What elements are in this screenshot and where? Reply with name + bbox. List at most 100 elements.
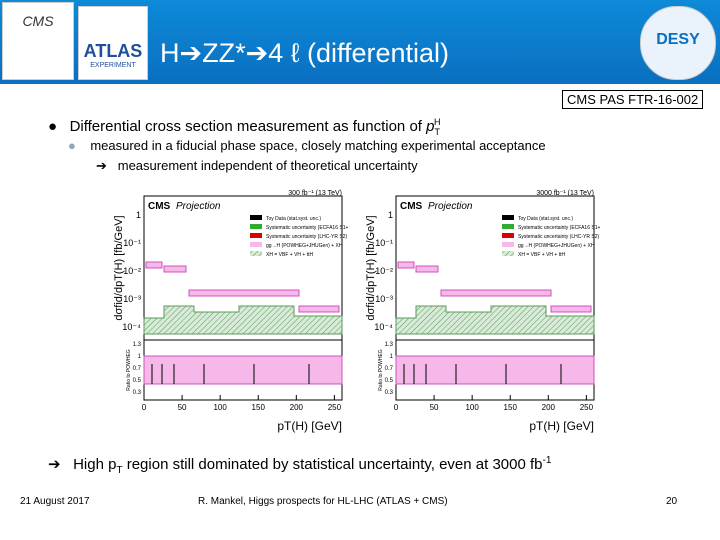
- ratio-tick-label: 1: [138, 354, 142, 360]
- cms-logo: CMS: [2, 2, 74, 80]
- x-tick-label: 0: [142, 403, 147, 412]
- bullet-text: High p: [73, 456, 117, 473]
- legend-entry: Systematic uncertainty (ECFA16 S1+): [266, 225, 348, 231]
- bullet-text: region still dominated by statistical un…: [122, 456, 543, 473]
- sup: -1: [542, 455, 552, 466]
- footer-date: 21 August 2017: [20, 496, 90, 507]
- plot: CMS Projection 3000 fb⁻¹ (13 TeV) Toy Data …: [365, 190, 600, 433]
- legend-swatch: [250, 224, 262, 229]
- pink-bin: [415, 265, 439, 273]
- pink-bin: [145, 261, 163, 269]
- ratio-tick-label: 0.3: [385, 390, 394, 396]
- prediction-band: [395, 305, 595, 335]
- legend-entry: Toy Data (stat.syst. unc.): [518, 216, 573, 222]
- y-axis-label: dσfid/dpT(H) [fb/GeV]: [113, 215, 125, 320]
- y-axis-label: dσfid/dpT(H) [fb/GeV]: [365, 215, 377, 320]
- x-tick-label: 100: [213, 403, 227, 412]
- lumi: 300 fb⁻¹ (13 TeV): [288, 190, 342, 197]
- legend-swatch: [502, 224, 514, 229]
- legend-entry: XH = VBF + VH + ttH: [518, 252, 565, 258]
- y-tick-label: 10⁻¹: [375, 238, 393, 248]
- sub: T: [116, 465, 123, 476]
- projection: Projection: [176, 201, 221, 212]
- y-tick-label: 10⁻⁴: [374, 322, 393, 332]
- ratio-label: Ratio to POWHEG: [378, 349, 384, 391]
- pink-bin: [188, 289, 300, 297]
- logo-text: EXPERIMENT: [90, 62, 136, 69]
- logo-text: ATLAS: [83, 41, 143, 61]
- bullet-text: measured in a fiducial phase space, clos…: [90, 138, 546, 153]
- ratio-tick-label: 0.7: [385, 366, 394, 372]
- ratio-tick-label: 0.7: [133, 366, 142, 372]
- x-tick-label: 250: [328, 403, 342, 412]
- x-tick-label: 150: [504, 403, 518, 412]
- frame: [143, 195, 343, 401]
- legend-swatch: [250, 251, 262, 256]
- legend-entry: Systematic uncertainty (LHC-YR S2): [266, 234, 347, 240]
- footer-page: 20: [666, 496, 678, 507]
- ratio-tick-label: 0.5: [385, 378, 394, 384]
- ratio-label: Ratio to POWHEG: [126, 349, 132, 391]
- desy-logo: DESY: [640, 6, 716, 80]
- pink-bin: [440, 289, 552, 297]
- sub: T: [434, 127, 440, 137]
- y-tick-label: 1: [136, 210, 141, 220]
- y-tick-label: 10⁻²: [375, 266, 393, 276]
- x-tick-label: 100: [465, 403, 479, 412]
- pink-bin: [550, 305, 592, 313]
- legend-entry: gg→H (POWHEG+JHUGen) + XH: [518, 243, 595, 249]
- legend-swatch: [250, 215, 262, 220]
- logo-text: CMS: [22, 13, 54, 29]
- y-tick-label: 10⁻¹: [123, 238, 141, 248]
- legend-swatch: [250, 242, 262, 247]
- y-tick-label: 10⁻²: [123, 266, 141, 276]
- legend-entry: XH = VBF + VH + ttH: [266, 252, 313, 258]
- x-axis-label: pT(H) [GeV]: [277, 419, 342, 433]
- x-tick-label: 0: [394, 403, 399, 412]
- x-tick-label: 150: [252, 403, 266, 412]
- legend-swatch: [502, 233, 514, 238]
- experiment: CMS: [148, 201, 171, 212]
- reference: CMS PAS FTR-16-002: [562, 90, 704, 109]
- legend-swatch: [502, 251, 514, 256]
- plot: CMS Projection 300 fb⁻¹ (13 TeV) Toy Data (…: [113, 190, 348, 433]
- bullet-text: Differential cross section measurement a…: [69, 118, 427, 135]
- ratio-tick-label: 0.5: [133, 378, 142, 384]
- bullet: ● measured in a fiducial phase space, cl…: [68, 138, 546, 153]
- atlas-logo: ATLAS EXPERIMENT: [78, 6, 148, 80]
- frame: [395, 195, 595, 401]
- legend-entry: Systematic uncertainty (ECFA16 S1+): [518, 225, 600, 231]
- experiment: CMS: [400, 201, 423, 212]
- legend-entry: gg→H (POWHEG+JHUGen) + XH: [266, 243, 343, 249]
- lumi: 3000 fb⁻¹ (13 TeV): [536, 190, 594, 197]
- bullet: ➔ High pT region still dominated by stat…: [48, 455, 552, 476]
- projection: Projection: [428, 201, 473, 212]
- x-tick-label: 200: [542, 403, 556, 412]
- y-tick-label: 1: [388, 210, 393, 220]
- legend-swatch: [502, 215, 514, 220]
- x-tick-label: 250: [580, 403, 594, 412]
- legend-entry: Systematic uncertainty (LHC-YR S2): [518, 234, 599, 240]
- legend-entry: Toy Data (stat.syst. unc.): [266, 216, 321, 222]
- ratio-tick-label: 0.3: [133, 390, 142, 396]
- bullet: ● Differential cross section measurement…: [48, 117, 441, 137]
- legend-swatch: [250, 233, 262, 238]
- x-tick-label: 50: [178, 403, 187, 412]
- y-tick-label: 10⁻³: [375, 294, 393, 304]
- y-tick-label: 10⁻³: [123, 294, 141, 304]
- ratio-tick-label: 1.3: [385, 342, 394, 348]
- x-tick-label: 200: [290, 403, 304, 412]
- ratio-tick-label: 1.3: [133, 342, 142, 348]
- x-axis-label: pT(H) [GeV]: [529, 419, 594, 433]
- sup: H: [433, 117, 441, 127]
- var: p: [426, 118, 435, 135]
- y-tick-label: 10⁻⁴: [122, 322, 141, 332]
- footer-center: R. Mankel, Higgs prospects for HL-LHC (A…: [198, 496, 448, 507]
- bullet: ➔ measurement independent of theoretical…: [96, 158, 418, 173]
- pink-bin: [298, 305, 340, 313]
- logo-text: DESY: [656, 31, 700, 48]
- prediction-band: [143, 305, 343, 335]
- pink-bin: [397, 261, 415, 269]
- pink-bin: [163, 265, 187, 273]
